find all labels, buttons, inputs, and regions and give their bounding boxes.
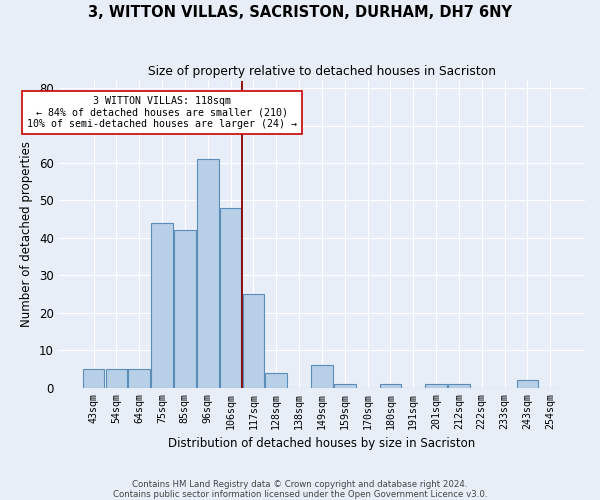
Bar — [265, 373, 287, 388]
Bar — [174, 230, 196, 388]
Bar — [83, 369, 104, 388]
Bar — [106, 369, 127, 388]
Bar — [380, 384, 401, 388]
Bar — [242, 294, 264, 388]
Y-axis label: Number of detached properties: Number of detached properties — [20, 141, 34, 327]
Bar — [517, 380, 538, 388]
Bar — [448, 384, 470, 388]
Title: Size of property relative to detached houses in Sacriston: Size of property relative to detached ho… — [148, 65, 496, 78]
Text: Contains HM Land Registry data © Crown copyright and database right 2024.
Contai: Contains HM Land Registry data © Crown c… — [113, 480, 487, 499]
Bar — [334, 384, 356, 388]
Bar — [311, 366, 333, 388]
Bar — [197, 159, 218, 388]
Bar — [425, 384, 447, 388]
Bar — [151, 223, 173, 388]
Bar — [220, 208, 241, 388]
Bar — [128, 369, 150, 388]
Text: 3, WITTON VILLAS, SACRISTON, DURHAM, DH7 6NY: 3, WITTON VILLAS, SACRISTON, DURHAM, DH7… — [88, 5, 512, 20]
Text: 3 WITTON VILLAS: 118sqm
← 84% of detached houses are smaller (210)
10% of semi-d: 3 WITTON VILLAS: 118sqm ← 84% of detache… — [27, 96, 297, 128]
X-axis label: Distribution of detached houses by size in Sacriston: Distribution of detached houses by size … — [168, 437, 475, 450]
